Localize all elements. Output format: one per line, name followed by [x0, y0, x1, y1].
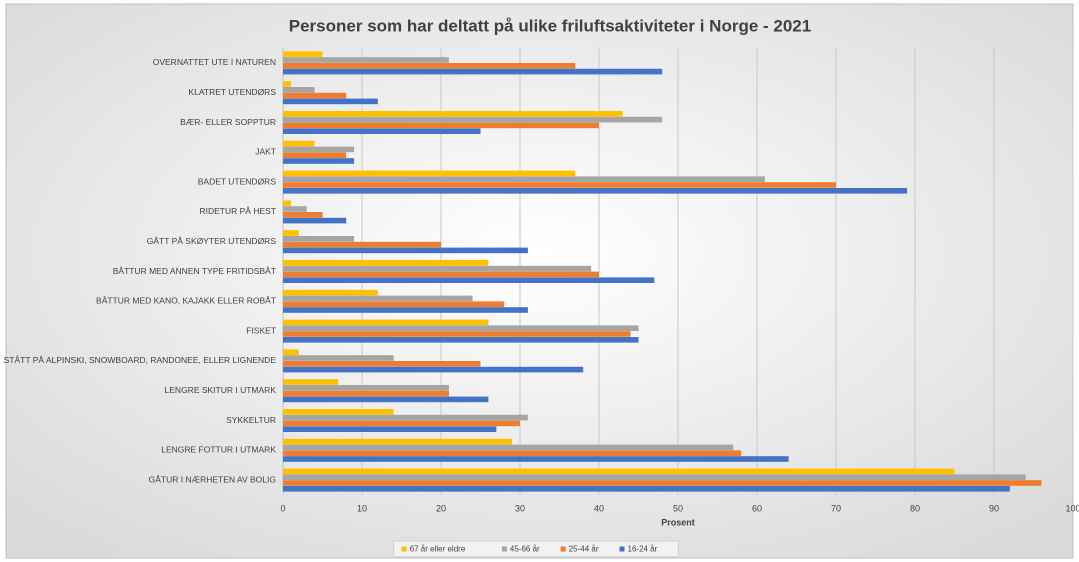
bar: [283, 265, 592, 272]
bar: [283, 468, 955, 475]
bar: [283, 420, 520, 427]
x-tick-label: 70: [831, 503, 841, 513]
bar: [283, 390, 449, 397]
y-tick-label: SYKKELTUR: [226, 415, 276, 425]
x-axis-label: Prosent: [661, 517, 695, 527]
bar: [283, 409, 394, 415]
y-tick-label: KLATRET UTENDØRS: [188, 87, 276, 97]
bar: [283, 301, 505, 307]
bar: [283, 230, 299, 236]
legend-label: 67 år eller eldre: [410, 545, 466, 554]
bar: [283, 456, 789, 462]
y-tick-label: FISKET: [246, 325, 276, 335]
bar: [283, 379, 339, 385]
legend-label: 45-66 år: [510, 545, 540, 554]
bar: [283, 396, 489, 403]
bar: [283, 450, 742, 456]
bar: [283, 474, 1026, 480]
legend-swatch: [501, 546, 507, 552]
bar: [283, 426, 497, 432]
bar: [283, 200, 291, 206]
x-tick-label: 50: [673, 503, 683, 513]
bar: [283, 122, 599, 129]
x-tick-label: 90: [989, 503, 999, 513]
bar: [283, 260, 489, 266]
x-tick-label: 10: [357, 503, 367, 513]
bar: [283, 81, 291, 87]
bar: [283, 271, 599, 278]
y-tick-label: BADET UTENDØRS: [198, 176, 277, 186]
bar: [283, 236, 355, 242]
bar: [283, 57, 449, 63]
y-tick-label: JAKT: [255, 147, 276, 157]
bar: [283, 182, 836, 188]
bar: [283, 176, 765, 182]
bar: [283, 111, 623, 117]
legend-swatch: [619, 546, 625, 552]
bar: [283, 217, 347, 224]
bar: [283, 486, 1010, 492]
bar: [283, 295, 473, 302]
y-tick-label: RIDETUR PÅ HEST: [199, 206, 276, 216]
bar: [283, 414, 528, 421]
bar: [283, 480, 1042, 486]
bar: [283, 68, 663, 75]
y-tick-label: LENGRE SKITUR I UTMARK: [165, 385, 277, 395]
x-tick-label: 20: [436, 503, 446, 513]
bar: [283, 241, 441, 248]
x-tick-label: 40: [594, 503, 604, 513]
bar: [283, 385, 449, 391]
legend-swatch: [401, 546, 407, 552]
y-tick-label: GÅTUR I NÆRHETEN AV BOLIG: [149, 474, 276, 484]
bar: [283, 116, 663, 123]
bar: [283, 51, 323, 57]
bar: [283, 140, 315, 147]
y-tick-label: BÅTTUR MED ANNEN TYPE FRITIDSBÅT: [113, 266, 276, 276]
bar: [283, 206, 307, 212]
bar: [283, 63, 576, 69]
bar: [283, 158, 355, 164]
y-tick-label: BÅTTUR MED KANO, KAJAKK ELLER ROBÅT: [96, 296, 276, 306]
y-tick-label: BÆR- ELLER SOPPTUR: [180, 117, 276, 127]
x-tick-label: 60: [752, 503, 762, 513]
bar: [283, 331, 631, 337]
bar: [283, 444, 734, 451]
bar: [283, 438, 513, 445]
x-tick-label: 80: [910, 503, 920, 513]
legend-box: [393, 540, 679, 558]
bar: [283, 325, 639, 331]
y-tick-label: GÅTT PÅ SKØYTER UTENDØRS: [147, 236, 277, 246]
bar: [283, 170, 576, 177]
bar: [283, 212, 323, 218]
x-tick-label: 30: [515, 503, 525, 513]
bar: [283, 92, 347, 99]
x-tick-label: 100: [1065, 503, 1079, 513]
bar: [283, 146, 355, 153]
y-tick-label: OVERNATTET UTE I NATUREN: [153, 57, 276, 67]
bar: [283, 307, 528, 313]
bar: [283, 152, 347, 158]
y-tick-label: STÅTT PÅ ALPINSKI, SNOWBOARD, RANDONEE, …: [4, 355, 277, 365]
legend-label: 16-24 år: [628, 545, 658, 554]
bar: [283, 128, 481, 134]
bar: [283, 247, 528, 254]
legend-label: 25-44 år: [569, 545, 599, 554]
legend-swatch: [560, 546, 566, 552]
bar: [283, 366, 584, 373]
y-tick-label: LENGRE FOTTUR I UTMARK: [161, 445, 276, 455]
bar: [283, 289, 378, 296]
chart-title: Personer som har deltatt på ulike friluf…: [289, 16, 811, 35]
bar: [283, 361, 481, 367]
x-tick-label: 0: [280, 503, 285, 513]
bar: [283, 98, 378, 105]
bar: [283, 87, 315, 93]
bar: [283, 188, 908, 194]
bar: [283, 355, 394, 361]
bar: [283, 277, 655, 283]
bar: [283, 337, 639, 343]
bar: [283, 319, 489, 326]
bar: [283, 349, 299, 355]
